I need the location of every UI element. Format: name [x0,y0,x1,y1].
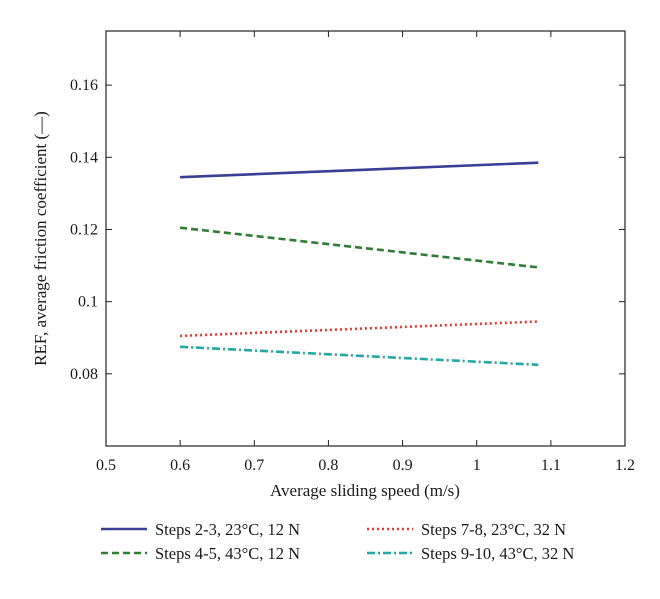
x-tick-label: 0.6 [170,457,190,474]
series-line [180,161,539,179]
series-lines [179,161,539,367]
x-tick-label: 0.5 [96,457,116,474]
y-tick-label: 0.08 [70,366,98,383]
y-tick-label: 0.1 [78,294,98,311]
series-line [180,320,539,338]
x-tick-label: 1.1 [541,457,561,474]
y-tick-label: 0.12 [70,221,98,238]
plot-area [105,30,626,447]
legend-label: Steps 2-3, 23°C, 12 N [155,520,300,539]
series-line [179,226,539,269]
legend-label: Steps 4-5, 43°C, 12 N [155,544,300,563]
x-tick-label: 0.7 [244,457,264,474]
y-tick-label: 0.14 [70,149,98,166]
legend-label: Steps 9-10, 43°C, 32 N [421,544,574,563]
x-axis: 0.5 0.6 0.7 0.8 0.9 1 1.1 1.2 [96,31,635,474]
legend: Steps 2-3, 23°C, 12 N Steps 4-5, 43°C, 12… [101,520,574,563]
y-tick-label: 0.16 [70,77,98,94]
x-tick-label: 1 [473,457,481,474]
series-line [180,345,539,367]
x-tick-label: 1.2 [615,457,635,474]
x-axis-label: Average sliding speed (m/s) [270,481,460,500]
x-tick-label: 0.8 [318,457,338,474]
y-axis-label: REF, average friction coefficient (—) [31,111,50,366]
y-axis: 0.08 0.1 0.12 0.14 0.16 [70,77,625,383]
legend-label: Steps 7-8, 23°C, 32 N [421,520,566,539]
x-tick-label: 0.9 [393,457,413,474]
